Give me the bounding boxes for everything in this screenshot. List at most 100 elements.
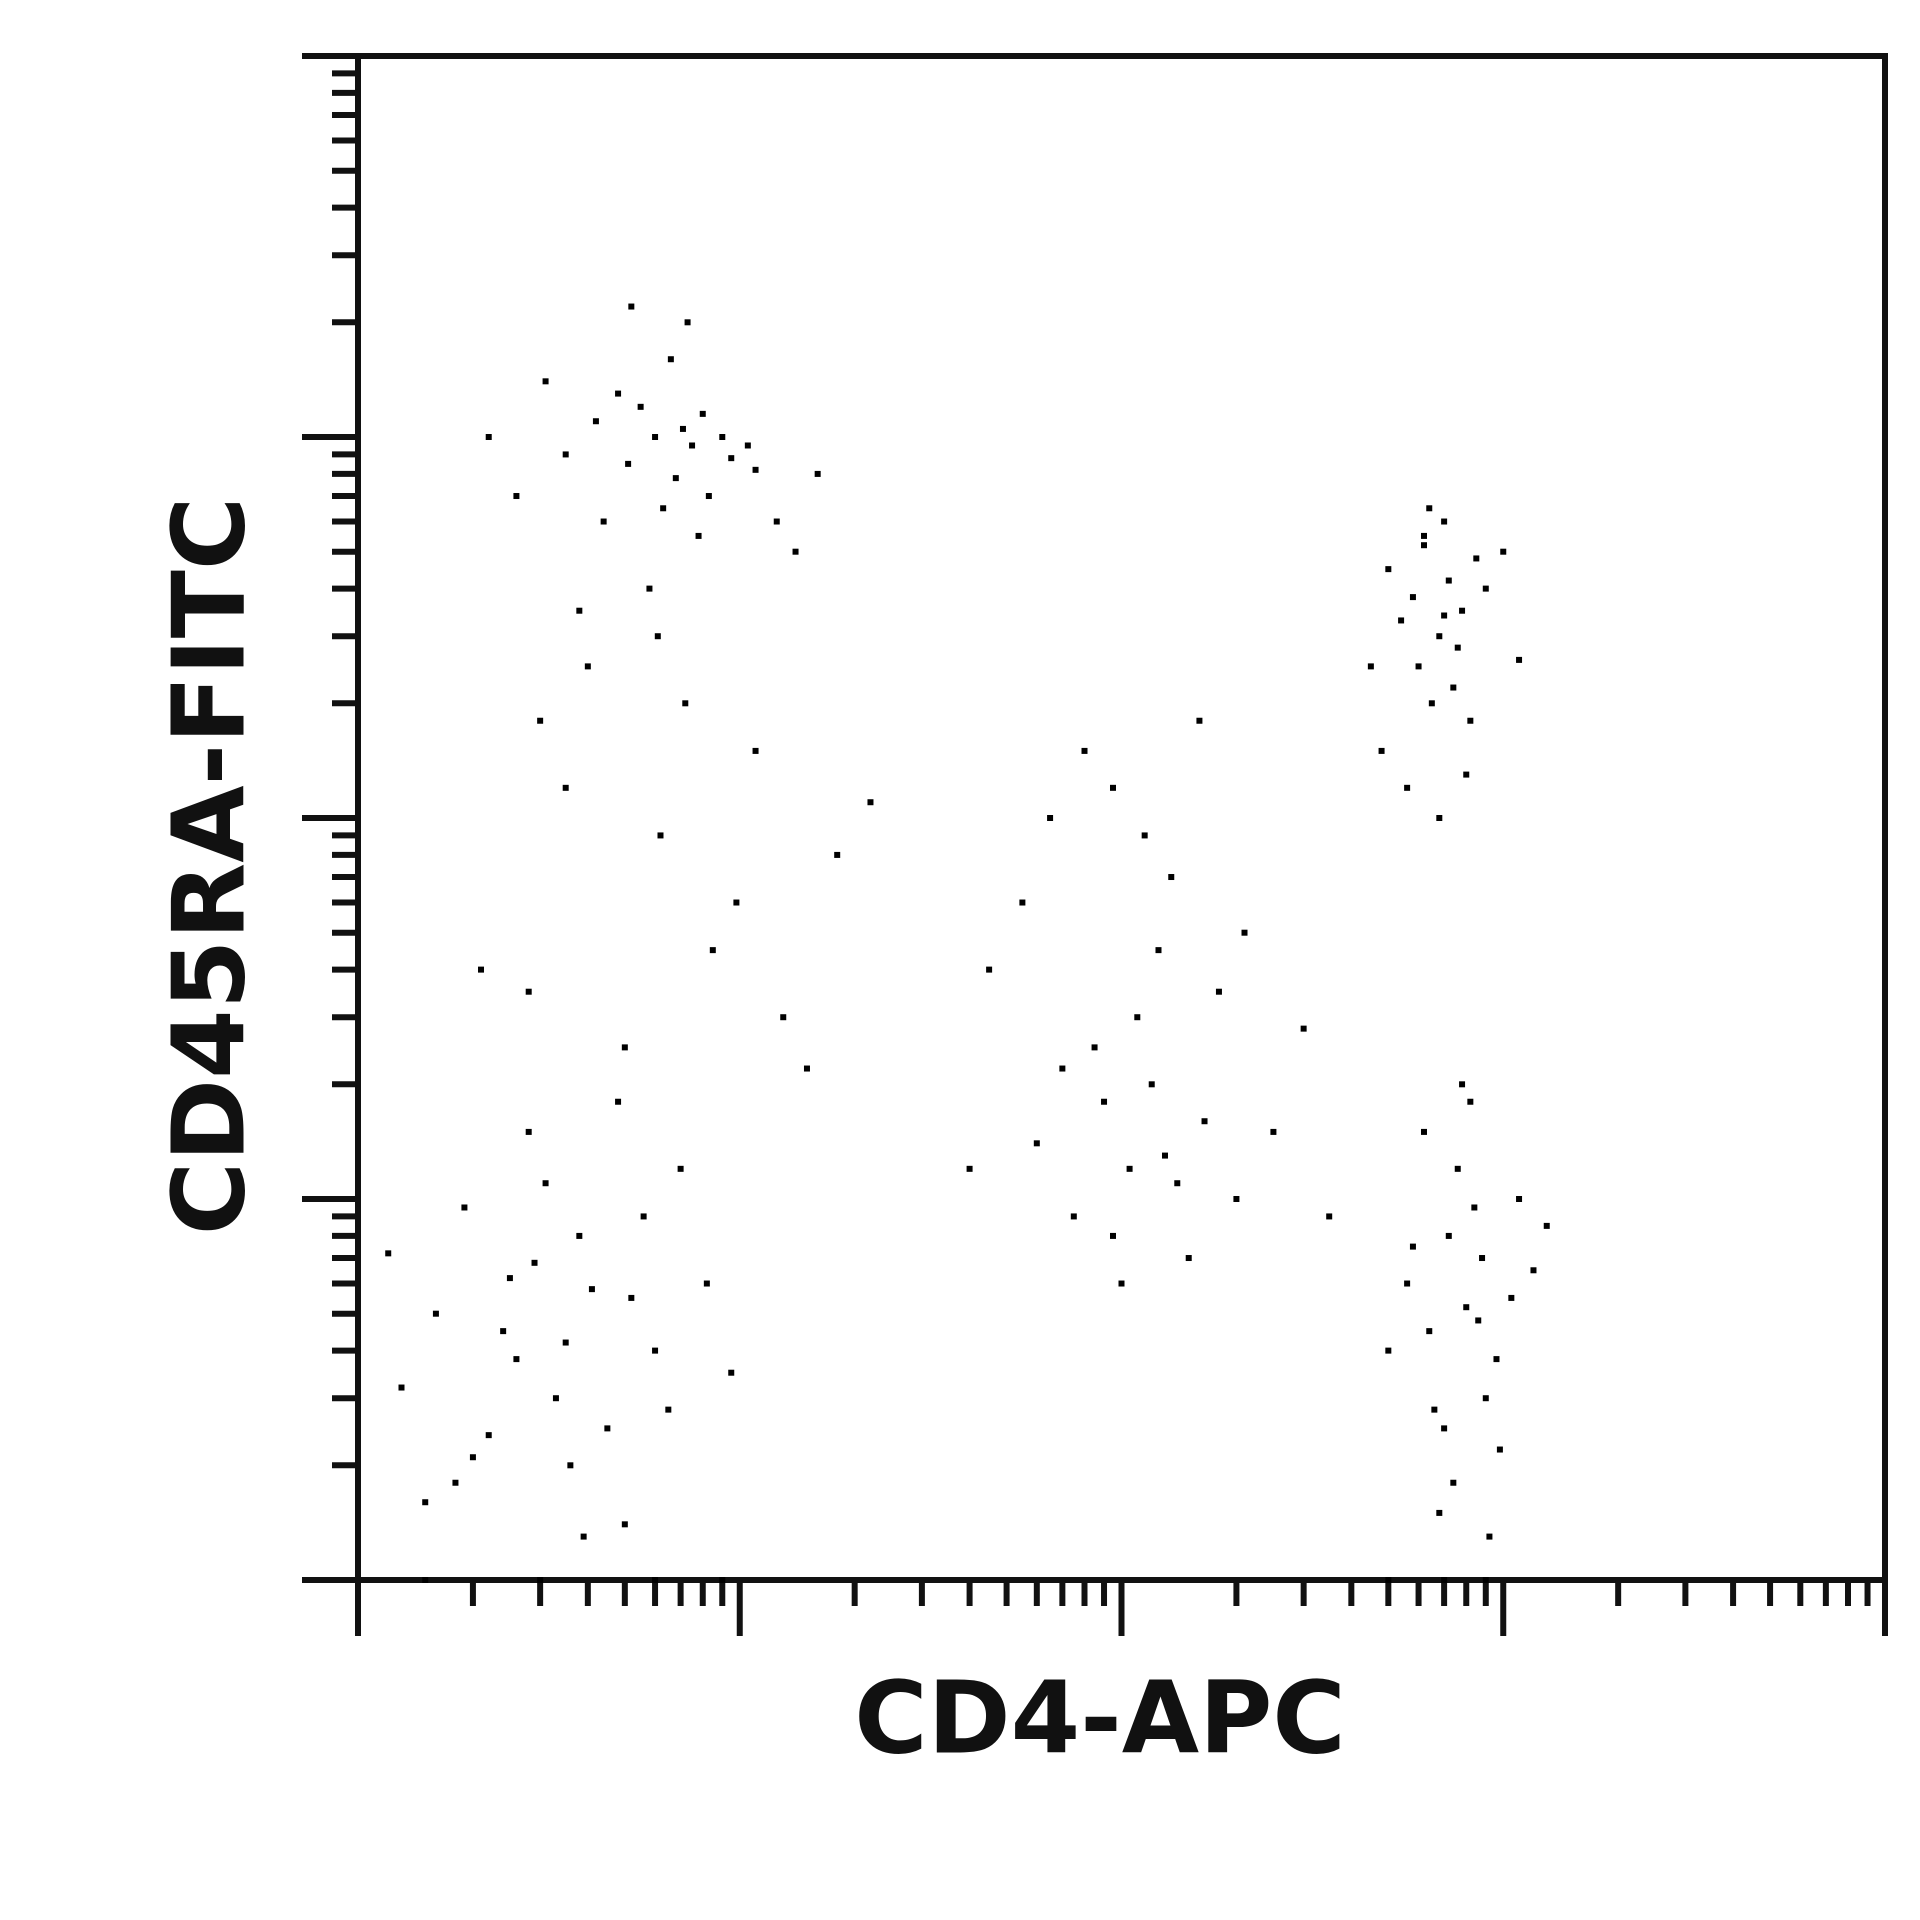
- dot: [542, 1180, 549, 1187]
- dot: [1148, 1081, 1155, 1088]
- dot: [637, 403, 644, 410]
- dot: [1482, 1395, 1489, 1402]
- dot: [567, 1462, 574, 1469]
- dot: [1233, 1196, 1240, 1202]
- y-axis-label: CD45RA-FITC: [150, 497, 267, 1236]
- dot: [1070, 1213, 1077, 1220]
- dot: [640, 1213, 647, 1220]
- dot: [1459, 607, 1466, 614]
- dot: [422, 1499, 429, 1506]
- dot: [1420, 1128, 1427, 1135]
- dot: [452, 1479, 459, 1486]
- dot: [1486, 1533, 1493, 1540]
- dot: [1134, 1014, 1141, 1021]
- dot: [513, 493, 520, 500]
- dot: [1426, 505, 1433, 512]
- dot: [398, 1384, 405, 1391]
- dot: [1479, 1255, 1486, 1262]
- dot: [792, 548, 799, 555]
- dot: [966, 1165, 973, 1172]
- dot: [705, 493, 712, 500]
- dot: [628, 1294, 635, 1301]
- dot: [652, 1577, 659, 1583]
- dot: [562, 451, 569, 458]
- dot: [1033, 1140, 1040, 1147]
- dot: [752, 747, 759, 754]
- dot: [1404, 784, 1411, 791]
- dot: [1436, 815, 1443, 821]
- dot: [1530, 1267, 1537, 1274]
- dot: [1454, 1165, 1461, 1172]
- dot: [660, 505, 667, 512]
- dot: [1081, 747, 1088, 754]
- dot: [485, 434, 492, 440]
- dot: [1109, 784, 1116, 791]
- dot: [719, 1577, 726, 1583]
- dot: [621, 1044, 628, 1051]
- dot: [709, 947, 716, 954]
- dot: [1445, 1232, 1452, 1239]
- dot: [695, 532, 702, 539]
- dot: [684, 319, 691, 326]
- dot: [665, 1406, 672, 1413]
- dot: [576, 1232, 583, 1239]
- dot: [1516, 656, 1523, 663]
- dot: [1428, 700, 1435, 707]
- dot: [703, 1280, 710, 1287]
- dot: [1500, 548, 1507, 555]
- dot: [592, 418, 599, 425]
- dot: [1496, 1446, 1503, 1453]
- dot: [478, 966, 485, 973]
- dot: [1471, 1204, 1478, 1211]
- dot: [604, 1425, 611, 1432]
- dot: [1385, 566, 1392, 573]
- dot: [1019, 899, 1026, 906]
- dot: [576, 607, 583, 614]
- dot: [1463, 771, 1470, 778]
- dot: [584, 663, 591, 670]
- dot: [803, 1065, 810, 1072]
- dot: [1431, 1406, 1438, 1413]
- dot: [625, 460, 632, 467]
- dot: [1475, 1317, 1482, 1324]
- dot: [1109, 1232, 1116, 1239]
- dot: [1441, 518, 1448, 525]
- dot: [1118, 1280, 1125, 1287]
- dot: [1508, 1294, 1515, 1301]
- dot: [1445, 577, 1452, 584]
- dot: [1168, 874, 1175, 881]
- dot: [1467, 1098, 1474, 1105]
- dot: [1141, 832, 1148, 839]
- dot: [1091, 1044, 1098, 1051]
- dot: [1516, 1196, 1523, 1202]
- dot: [672, 475, 679, 482]
- dot: [1047, 815, 1054, 821]
- dot: [752, 466, 759, 473]
- dot: [657, 832, 664, 839]
- dot: [652, 434, 659, 440]
- dot: [1326, 1213, 1333, 1220]
- dot: [699, 410, 706, 417]
- dot: [1126, 1165, 1133, 1172]
- dot: [1101, 1098, 1108, 1105]
- dot: [562, 1339, 569, 1346]
- dot: [1441, 612, 1448, 619]
- dot: [1409, 1243, 1416, 1250]
- dot: [513, 1356, 520, 1363]
- dot: [654, 633, 661, 640]
- dot: [834, 851, 841, 858]
- dot: [1441, 1577, 1448, 1583]
- dot: [525, 1128, 532, 1135]
- dot: [1385, 1577, 1392, 1583]
- dot: [719, 434, 726, 440]
- dot: [500, 1328, 507, 1335]
- dot: [1420, 532, 1427, 539]
- dot: [1436, 1509, 1443, 1516]
- dot: [1367, 663, 1374, 670]
- dot: [1426, 1328, 1433, 1335]
- dot: [677, 1165, 684, 1172]
- dot: [469, 1454, 476, 1461]
- dot: [1155, 947, 1162, 954]
- dot: [1493, 1356, 1500, 1363]
- dot: [1185, 1255, 1192, 1262]
